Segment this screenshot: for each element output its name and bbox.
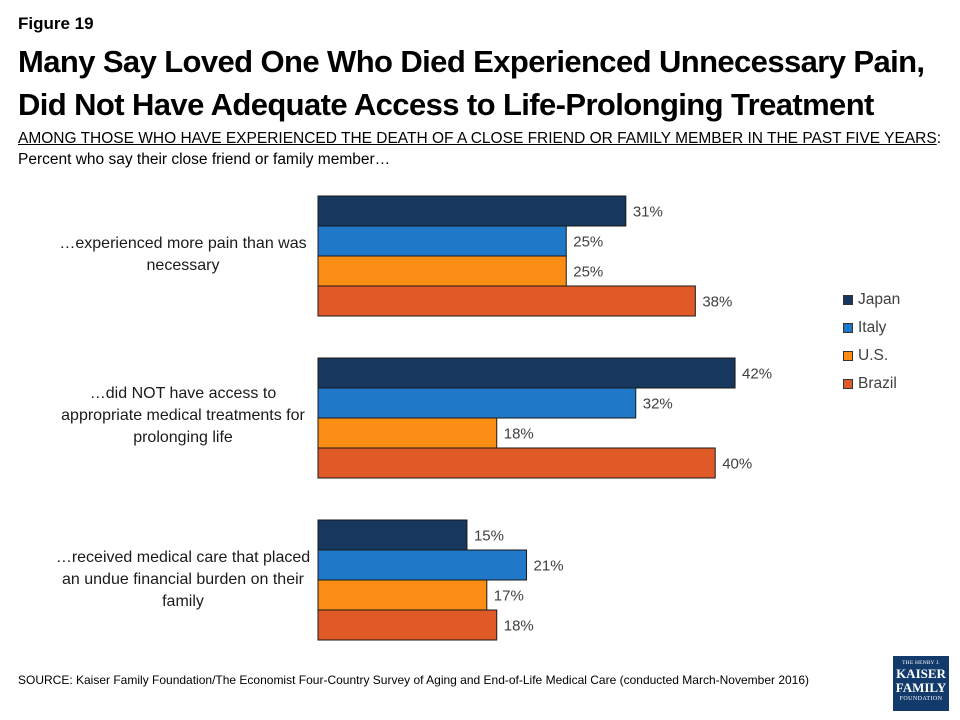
logo-line-2: KAISER	[896, 666, 946, 681]
bar-brazil-2	[317, 447, 716, 479]
data-label: 21%	[534, 558, 564, 575]
data-label: 38%	[702, 294, 732, 311]
bar-italy-3	[317, 549, 528, 581]
data-label: 18%	[504, 618, 534, 635]
bar-us-3	[317, 579, 488, 611]
bar-italy-1	[317, 225, 567, 257]
category-label: …received medical care that placed an un…	[55, 549, 311, 610]
legend-item: Brazil	[843, 370, 900, 398]
chart-legend: Japan Italy U.S. Brazil	[843, 286, 900, 398]
legend-label: Japan	[858, 291, 901, 308]
legend-swatch	[843, 323, 853, 333]
legend-swatch	[843, 351, 853, 361]
bar-japan-1	[317, 195, 627, 227]
legend-item: U.S.	[843, 342, 900, 370]
category-label: …did NOT have access to appropriate medi…	[61, 385, 305, 446]
logo-line-1: THE HENRY J.	[902, 660, 940, 666]
legend-label: U.S.	[858, 347, 889, 364]
legend-item: Japan	[843, 286, 900, 314]
legend-swatch	[843, 379, 853, 389]
data-label: 42%	[742, 366, 772, 383]
data-label: 25%	[573, 264, 603, 281]
legend-swatch	[843, 295, 853, 305]
figure-label: Figure 19	[18, 14, 94, 33]
data-label: 32%	[643, 396, 673, 413]
data-label: 15%	[474, 528, 504, 545]
legend-label: Brazil	[858, 375, 897, 392]
data-label: 17%	[494, 588, 524, 605]
subtitle-population: AMONG THOSE WHO HAVE EXPERIENCED THE DEA…	[18, 130, 937, 147]
chart-subtitle: AMONG THOSE WHO HAVE EXPERIENCED THE DEA…	[18, 128, 948, 170]
data-label: 25%	[573, 234, 603, 251]
bar-brazil-1	[317, 285, 696, 317]
subtitle-colon: :	[936, 130, 942, 147]
source-note: SOURCE: Kaiser Family Foundation/The Eco…	[18, 673, 810, 687]
bar-brazil-3	[317, 609, 498, 641]
logo-line-3: FAMILY	[895, 680, 947, 695]
legend-label: Italy	[858, 319, 887, 336]
data-label: 31%	[633, 204, 663, 221]
bar-italy-2	[317, 387, 637, 419]
kff-logo: THE HENRY J. KAISER FAMILY FOUNDATION	[893, 656, 949, 711]
category-label: …experienced more pain than was necessar…	[59, 235, 307, 274]
data-label: 40%	[722, 456, 752, 473]
bar-us-2	[317, 417, 498, 449]
data-label: 18%	[504, 426, 534, 443]
logo-line-4: FOUNDATION	[899, 696, 943, 702]
legend-item: Italy	[843, 314, 900, 342]
bar-japan-3	[317, 519, 468, 551]
bar-us-1	[317, 255, 567, 287]
chart-title: Many Say Loved One Who Died Experienced …	[18, 44, 925, 122]
bar-japan-2	[317, 357, 736, 389]
subtitle-question: Percent who say their close friend or fa…	[18, 151, 391, 168]
